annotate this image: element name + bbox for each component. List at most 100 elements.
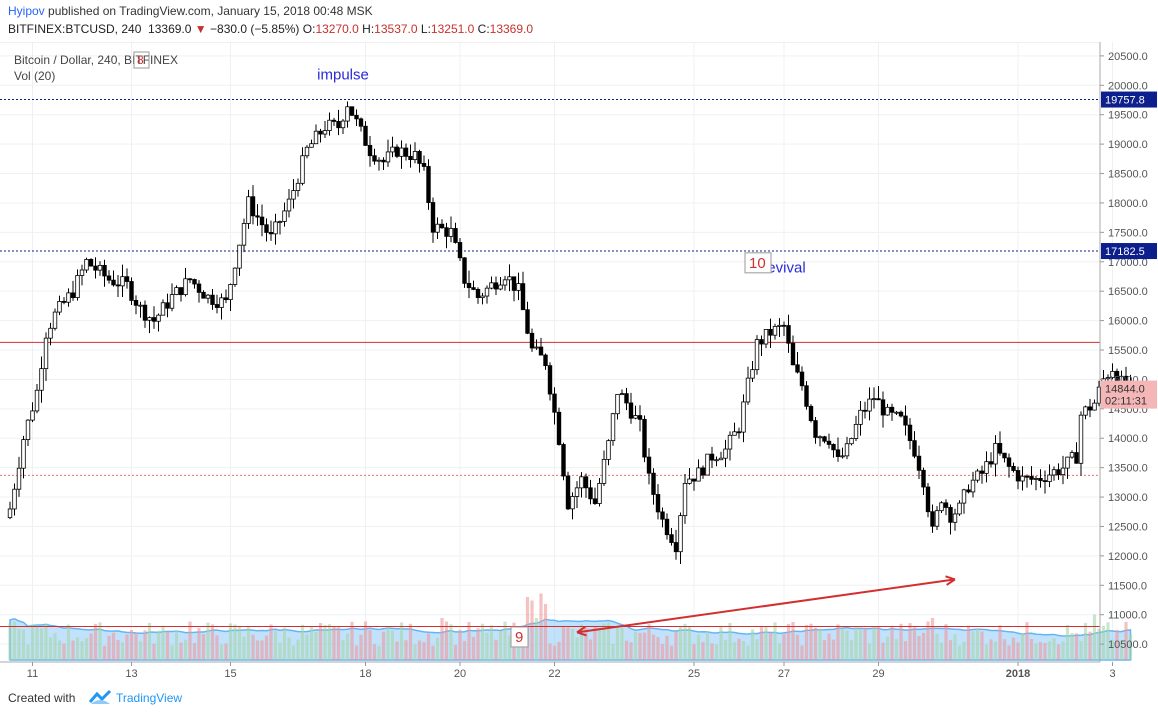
volume-bar	[1070, 633, 1074, 660]
price-axis[interactable]: 20500.0 20000.0 19500.0 19000.0 18500.0 18000…	[1100, 51, 1148, 651]
volume-bar	[723, 640, 728, 660]
candle-body	[318, 130, 323, 135]
candle-body	[687, 478, 692, 484]
volume-bar	[917, 636, 921, 660]
volume-bar	[147, 622, 152, 660]
volume-bar	[1061, 641, 1065, 660]
volume-bar	[777, 643, 782, 660]
volume-bar	[300, 624, 305, 660]
candle-body	[939, 502, 944, 512]
candle-body	[385, 151, 391, 163]
candle-body	[588, 487, 593, 500]
volume-bar	[1011, 637, 1016, 660]
y-tick-label: 19500.0	[1108, 110, 1148, 122]
candle-body	[763, 328, 769, 345]
volume-bar	[557, 641, 561, 660]
candle-body	[880, 399, 886, 416]
time-axis[interactable]: 11 13 15 18 20 22 25 27 29 2018 3	[27, 662, 1116, 680]
author-link[interactable]: Hyipov	[8, 4, 45, 18]
candle-body	[187, 278, 193, 281]
volume-bar	[683, 623, 687, 660]
volume-bar	[368, 629, 372, 660]
volume-bar	[1074, 633, 1079, 660]
candle-body	[678, 515, 683, 553]
candle-body	[682, 482, 688, 517]
candle-body	[988, 461, 994, 465]
candle-body	[484, 287, 490, 297]
volume-bar	[768, 632, 773, 660]
candle-body	[736, 431, 742, 434]
volume-bar	[129, 629, 134, 660]
candle-body	[714, 459, 719, 462]
volume-bar	[359, 634, 363, 660]
price-label-box	[1101, 392, 1157, 409]
candle-body	[156, 314, 161, 322]
volume-bar	[48, 637, 53, 660]
candle-body	[435, 223, 440, 233]
candle-body	[840, 455, 845, 458]
volume-bar	[953, 634, 957, 660]
volume-bar	[1002, 639, 1007, 660]
volume-bar	[282, 627, 287, 660]
candle-body	[696, 467, 701, 482]
candle-body	[876, 398, 881, 401]
candle-body	[579, 476, 584, 489]
candle-body	[30, 410, 35, 421]
horizontal-lines	[0, 99, 1100, 627]
candle-body	[741, 401, 746, 433]
volume-bar	[692, 644, 696, 660]
x-tick-label: 27	[778, 668, 790, 680]
volume-bar	[863, 628, 867, 660]
volume-bar	[800, 645, 804, 660]
annotation-number: 9	[515, 629, 523, 646]
volume-bar	[1052, 638, 1056, 660]
candle-body	[448, 228, 454, 237]
price-change: −830.0 (−5.85%)	[210, 22, 300, 36]
volume-bar	[336, 627, 341, 660]
volume-bar	[89, 633, 93, 660]
candle-body	[349, 106, 355, 116]
candle-body	[169, 294, 175, 309]
volume-bar	[480, 623, 485, 660]
volume-bar	[921, 632, 926, 660]
candle-body	[615, 394, 620, 415]
volume-bar	[80, 641, 84, 660]
volume-bar	[98, 622, 102, 660]
tradingview-brand-link[interactable]: TradingView	[116, 691, 183, 705]
y-tick-label: 19000.0	[1108, 139, 1148, 151]
candle-body	[538, 346, 544, 356]
candle-body	[12, 488, 17, 510]
candle-body	[628, 402, 634, 419]
candle-body	[732, 431, 737, 436]
volume-bar	[930, 618, 935, 660]
candle-body	[583, 476, 589, 489]
arrow-head	[945, 575, 956, 586]
volume-bar	[102, 645, 107, 660]
candle-body	[552, 393, 557, 413]
volume-bar	[899, 623, 903, 660]
y-tick-label: 11500.0	[1108, 580, 1147, 592]
candle-body	[129, 281, 134, 301]
candle-body	[246, 196, 251, 224]
candle-body	[673, 542, 679, 553]
badge-8-box	[133, 51, 150, 69]
candle-body	[804, 385, 809, 407]
candle-body	[898, 411, 904, 417]
candle-body	[921, 469, 926, 488]
candle-body	[1047, 474, 1052, 483]
candle-body	[624, 393, 629, 404]
volume-bar	[575, 637, 579, 660]
candle-body	[336, 121, 341, 129]
high-value: 13537.0	[374, 22, 418, 36]
volume-bar	[444, 621, 449, 660]
volume-bar	[561, 627, 566, 660]
candle-body	[70, 292, 76, 299]
volume-bar	[1025, 622, 1029, 660]
volume-bar	[152, 643, 156, 660]
volume-bar	[440, 618, 444, 660]
volume-bar	[791, 621, 795, 660]
volume-bar	[1007, 645, 1011, 660]
volume-bar	[390, 630, 395, 660]
volume-bar	[165, 631, 170, 660]
